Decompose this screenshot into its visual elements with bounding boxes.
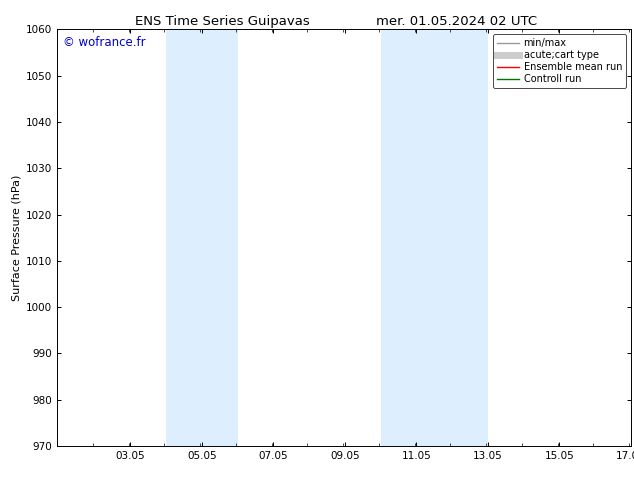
- Text: ENS Time Series Guipavas: ENS Time Series Guipavas: [134, 15, 309, 28]
- Bar: [380, 29, 488, 446]
- Y-axis label: Surface Pressure (hPa): Surface Pressure (hPa): [12, 174, 22, 301]
- Text: mer. 01.05.2024 02 UTC: mer. 01.05.2024 02 UTC: [376, 15, 537, 28]
- Text: © wofrance.fr: © wofrance.fr: [63, 36, 145, 49]
- Bar: [166, 29, 238, 446]
- Legend: min/max, acute;cart type, Ensemble mean run, Controll run: min/max, acute;cart type, Ensemble mean …: [493, 34, 626, 88]
